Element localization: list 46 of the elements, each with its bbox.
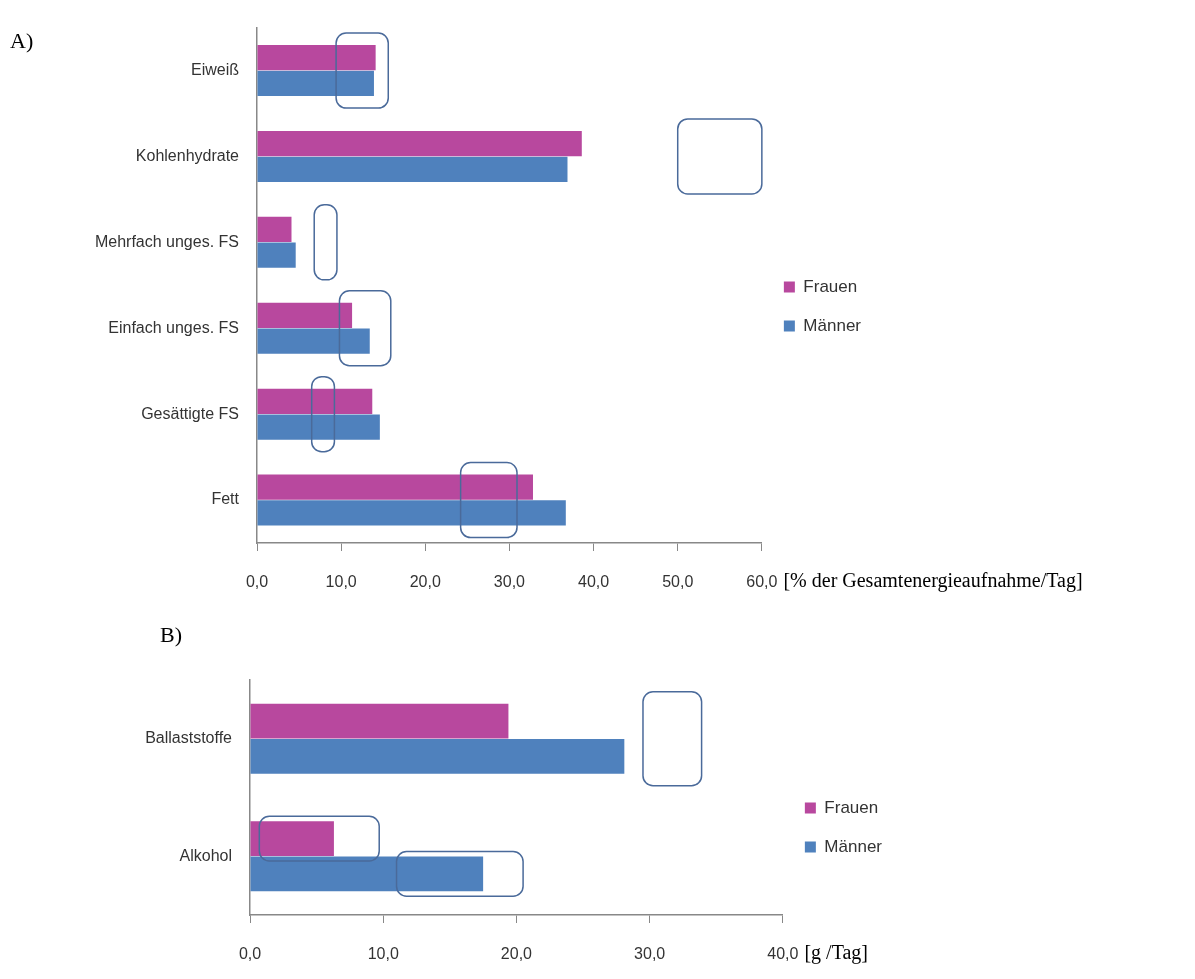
x-tick-label: 60,0	[746, 573, 778, 591]
y-tick-label: Einfach unges. FS	[108, 318, 239, 336]
x-tick-label: 30,0	[493, 573, 526, 591]
bar	[338, 289, 392, 367]
legend-label: Männer	[824, 836, 883, 856]
bar	[257, 500, 566, 526]
y-tick-label: Fett	[211, 490, 240, 508]
x-axis-title: [g /Tag]	[804, 941, 869, 965]
y-tick-label: Kohlenhydrate	[135, 146, 240, 164]
bar	[257, 388, 373, 414]
chart-title: B)	[160, 622, 182, 648]
bar	[313, 204, 338, 281]
legend-label: Frauen	[803, 276, 858, 296]
bar	[257, 242, 296, 268]
x-tick-label: 0,0	[238, 945, 262, 963]
x-tick-label: 0,0	[245, 573, 269, 591]
bar	[257, 302, 353, 328]
bar	[676, 118, 763, 195]
x-tick-label: 10,0	[325, 573, 357, 591]
bar	[459, 461, 518, 539]
y-tick-label: Alkohol	[179, 846, 232, 864]
x-tick-label: 20,0	[500, 945, 533, 963]
y-tick-label: Gesättigte FS	[141, 404, 239, 422]
bar	[335, 32, 390, 109]
bar	[257, 216, 292, 243]
x-tick-label: 10,0	[367, 945, 399, 963]
bar	[310, 375, 336, 453]
y-tick-label: Eiweiß	[190, 60, 240, 78]
x-tick-label: 50,0	[662, 573, 694, 591]
legend-label: Männer	[803, 315, 862, 335]
bar	[257, 474, 533, 500]
x-axis-title: [% der Gesamtenergieaufnahme/Tag]	[783, 569, 1083, 593]
bar	[257, 70, 374, 97]
x-tick-label: 40,0	[767, 945, 799, 963]
y-tick-label: Mehrfach unges. FS	[94, 232, 239, 250]
bar	[257, 156, 568, 182]
text: A)	[10, 28, 34, 54]
bar	[257, 130, 582, 157]
bar	[257, 45, 376, 71]
legend-label: Frauen	[824, 797, 879, 817]
bar	[257, 328, 370, 354]
x-tick-label: 20,0	[409, 573, 441, 591]
x-tick-label: 40,0	[578, 573, 610, 591]
y-tick-label: Ballaststoffe	[145, 729, 233, 747]
bar	[257, 414, 380, 440]
x-tick-label: 30,0	[634, 945, 666, 963]
